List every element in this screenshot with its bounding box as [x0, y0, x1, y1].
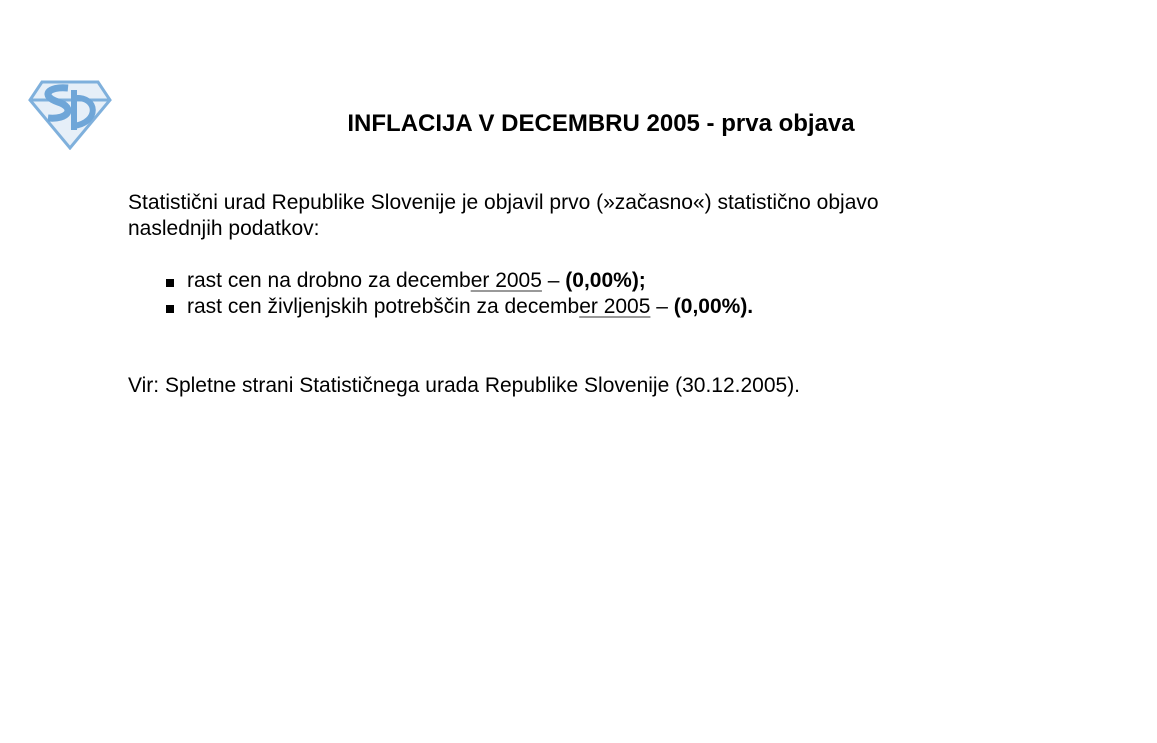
source-note: Vir: Spletne strani Statističnega urada …	[128, 374, 801, 397]
intro-line: Statistični urad Republike Slovenije je …	[128, 191, 879, 214]
intro-paragraph: Statistični urad Republike Slovenije je …	[128, 190, 1028, 242]
bullet-text: rast cen na drobno za decemb	[187, 269, 471, 292]
sors-logo	[28, 80, 112, 150]
list-item: rast cen na drobno za december 2005 – (0…	[166, 268, 753, 294]
bullet-square-icon	[166, 305, 174, 313]
bullet-text: rast cen življenjskih potrebščin za dece…	[187, 295, 580, 318]
bullet-dash: –	[650, 295, 674, 318]
bullet-list: rast cen na drobno za december 2005 – (0…	[166, 268, 753, 320]
bullet-value: (0,00%);	[565, 269, 646, 292]
bullet-underlined-text: er 2005	[470, 269, 542, 292]
intro-line: naslednjih podatkov:	[128, 217, 320, 240]
bullet-square-icon	[166, 279, 174, 287]
list-item: rast cen življenjskih potrebščin za dece…	[166, 294, 753, 320]
bullet-underlined-text: er 2005	[579, 295, 651, 318]
bullet-dash: –	[541, 269, 566, 292]
page-title: INFLACIJA V DECEMBRU 2005 - prva objava	[347, 110, 855, 137]
bullet-value: (0,00%).	[673, 295, 754, 318]
